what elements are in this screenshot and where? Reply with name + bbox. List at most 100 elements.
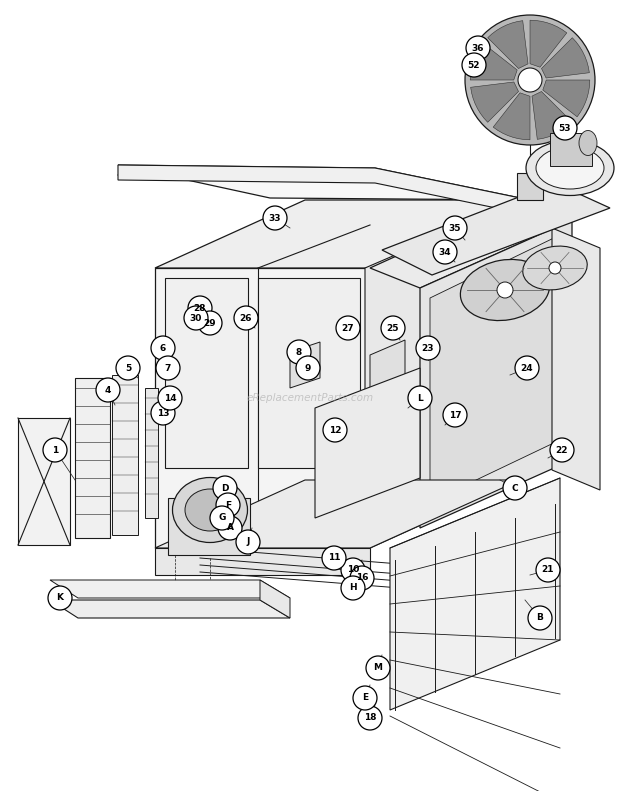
Text: 1: 1: [52, 445, 58, 455]
Circle shape: [322, 546, 346, 570]
Circle shape: [462, 53, 486, 77]
Circle shape: [366, 656, 390, 680]
Circle shape: [234, 306, 258, 330]
Text: D: D: [221, 483, 229, 493]
Circle shape: [296, 356, 320, 380]
Polygon shape: [290, 342, 320, 388]
Text: 10: 10: [347, 566, 359, 574]
Polygon shape: [541, 38, 590, 78]
Text: 28: 28: [193, 304, 206, 312]
Polygon shape: [382, 183, 610, 275]
Polygon shape: [390, 478, 560, 710]
Text: H: H: [349, 584, 357, 592]
Polygon shape: [118, 165, 530, 200]
Ellipse shape: [579, 131, 597, 156]
Circle shape: [210, 506, 234, 530]
Text: K: K: [56, 593, 63, 603]
Polygon shape: [370, 340, 405, 405]
Text: 4: 4: [105, 385, 111, 395]
Polygon shape: [488, 21, 528, 69]
Circle shape: [443, 216, 467, 240]
Polygon shape: [168, 498, 250, 555]
Circle shape: [416, 336, 440, 360]
Text: J: J: [246, 538, 250, 547]
Polygon shape: [365, 240, 430, 468]
Polygon shape: [552, 228, 600, 490]
Text: 8: 8: [296, 347, 302, 357]
Circle shape: [465, 15, 595, 145]
Polygon shape: [370, 200, 520, 548]
Circle shape: [184, 306, 208, 330]
Polygon shape: [50, 580, 290, 598]
Polygon shape: [155, 548, 370, 575]
Polygon shape: [517, 173, 543, 200]
Circle shape: [497, 282, 513, 298]
Circle shape: [96, 378, 120, 402]
Text: 5: 5: [125, 364, 131, 373]
Text: 6: 6: [160, 343, 166, 353]
Text: 25: 25: [387, 324, 399, 332]
Circle shape: [515, 356, 539, 380]
Circle shape: [518, 68, 542, 92]
Circle shape: [503, 476, 527, 500]
Text: 12: 12: [329, 426, 341, 434]
Text: 7: 7: [165, 364, 171, 373]
Text: 29: 29: [204, 319, 216, 327]
Polygon shape: [471, 82, 518, 123]
Polygon shape: [530, 21, 567, 67]
Circle shape: [48, 586, 72, 610]
Text: 30: 30: [190, 313, 202, 323]
Circle shape: [553, 116, 577, 140]
Circle shape: [198, 311, 222, 335]
Text: 9: 9: [305, 364, 311, 373]
Polygon shape: [420, 220, 572, 528]
Polygon shape: [258, 278, 360, 468]
Polygon shape: [118, 165, 530, 215]
Circle shape: [341, 576, 365, 600]
Polygon shape: [470, 44, 517, 80]
Text: 24: 24: [521, 364, 533, 373]
Text: 17: 17: [449, 411, 461, 419]
Circle shape: [341, 558, 365, 582]
Text: 34: 34: [439, 248, 451, 256]
Circle shape: [381, 316, 405, 340]
Ellipse shape: [536, 147, 604, 189]
Polygon shape: [370, 200, 572, 288]
Text: L: L: [417, 393, 423, 403]
Ellipse shape: [523, 246, 587, 290]
Text: 13: 13: [157, 408, 169, 418]
Polygon shape: [430, 235, 560, 502]
Polygon shape: [50, 600, 290, 618]
Polygon shape: [145, 388, 158, 518]
Circle shape: [151, 336, 175, 360]
Text: B: B: [536, 614, 544, 623]
Circle shape: [466, 36, 490, 60]
Circle shape: [158, 386, 182, 410]
Circle shape: [549, 262, 561, 274]
Circle shape: [528, 606, 552, 630]
Circle shape: [443, 403, 467, 427]
Circle shape: [358, 706, 382, 730]
Polygon shape: [542, 80, 590, 117]
Text: E: E: [362, 694, 368, 702]
Text: G: G: [218, 513, 226, 523]
Text: 53: 53: [559, 123, 571, 133]
Circle shape: [408, 386, 432, 410]
Ellipse shape: [526, 141, 614, 195]
Polygon shape: [75, 378, 110, 538]
Circle shape: [353, 686, 377, 710]
Circle shape: [151, 401, 175, 425]
Circle shape: [156, 356, 180, 380]
Circle shape: [218, 516, 242, 540]
Ellipse shape: [461, 259, 549, 320]
Text: 16: 16: [356, 573, 368, 582]
Polygon shape: [550, 133, 592, 166]
Text: 14: 14: [164, 393, 176, 403]
Circle shape: [350, 566, 374, 590]
Text: 27: 27: [342, 324, 354, 332]
Text: 23: 23: [422, 343, 434, 353]
Ellipse shape: [172, 478, 247, 543]
Circle shape: [323, 418, 347, 442]
Text: C: C: [512, 483, 518, 493]
Circle shape: [287, 340, 311, 364]
